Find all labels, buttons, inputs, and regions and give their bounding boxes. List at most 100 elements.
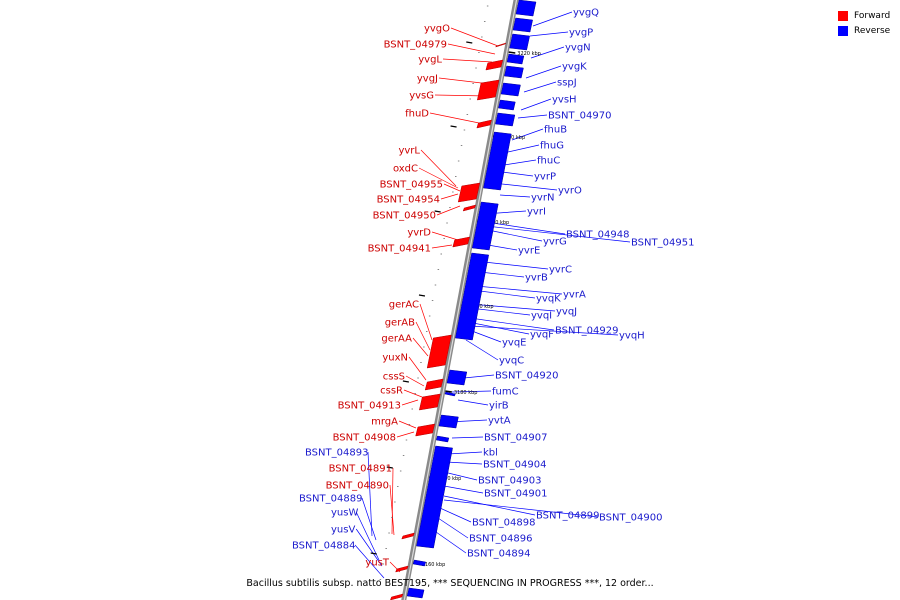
reverse-leader xyxy=(529,31,569,37)
reverse-leader xyxy=(463,374,495,379)
reverse-leader xyxy=(443,499,599,518)
reverse-leader xyxy=(475,285,563,295)
forward-leader xyxy=(412,337,429,357)
reverse-gene-label: BSNT_04884 xyxy=(292,541,355,552)
forward-gene-label: gerAB xyxy=(385,318,415,329)
forward-leader xyxy=(401,399,419,406)
reverse-leader xyxy=(483,261,549,270)
gene-features xyxy=(390,0,537,600)
forward-leader xyxy=(398,420,417,429)
forward-gene-label: fhuD xyxy=(405,109,429,120)
reverse-leader xyxy=(443,485,484,494)
reverse-gene-label: yvrO xyxy=(558,186,582,197)
reverse-gene-block xyxy=(438,414,459,429)
reverse-gene-label: yusV xyxy=(331,525,355,536)
forward-leader xyxy=(429,112,485,125)
reverse-gene-label: yvrG xyxy=(543,237,567,248)
kbp-tick-label: 3210 kbp xyxy=(502,135,526,141)
legend-reverse: Reverse xyxy=(838,23,890,38)
reverse-leader xyxy=(457,399,489,406)
reverse-gene-label: yvrP xyxy=(534,172,556,183)
kbp-minor-tick xyxy=(434,210,441,213)
reverse-leader xyxy=(469,303,556,312)
reverse-gene-label: yvtA xyxy=(488,416,511,427)
reverse-leader xyxy=(467,321,530,335)
reverse-leader xyxy=(479,271,525,278)
reverse-leader xyxy=(354,544,385,579)
forward-gene-label: yvgJ xyxy=(417,74,438,85)
forward-gene-label: yvgO xyxy=(424,24,450,35)
kbp-minor-tick xyxy=(466,41,473,44)
forward-leader xyxy=(420,149,457,187)
reverse-gene-label: BSNT_04901 xyxy=(484,489,547,500)
forward-gene-block xyxy=(476,79,500,101)
reverse-leader xyxy=(485,225,631,243)
forward-leader xyxy=(391,467,394,535)
forward-leader xyxy=(431,231,459,241)
reverse-gene-label: BSNT_04899 xyxy=(536,511,599,522)
reverse-gene-block xyxy=(506,53,525,65)
forward-leader xyxy=(450,27,499,47)
forward-gene-label: yuxN xyxy=(382,353,408,364)
reverse-gene-label: BSNT_04904 xyxy=(483,460,546,471)
forward-leader xyxy=(419,303,433,341)
forward-gene-block xyxy=(426,334,452,369)
reverse-leader xyxy=(523,81,557,93)
reverse-gene-block xyxy=(500,82,521,97)
reverse-gene-label: yvrA xyxy=(563,290,586,301)
kbp-tick xyxy=(444,390,452,393)
kbp-minor-tick xyxy=(450,125,457,128)
forward-leader xyxy=(415,321,431,351)
forward-gene-block xyxy=(424,378,444,391)
reverse-leader xyxy=(520,98,552,111)
reverse-gene-label: BSNT_04889 xyxy=(299,494,362,505)
forward-gene-block xyxy=(452,236,471,248)
forward-leader xyxy=(418,167,459,189)
reverse-gene-label: yvgQ xyxy=(573,8,599,19)
forward-gene-label: BSNT_04913 xyxy=(338,401,401,412)
reverse-gene-label: yvqK xyxy=(536,294,561,305)
reverse-gene-label: BSNT_04896 xyxy=(469,534,532,545)
reverse-leader xyxy=(499,194,531,198)
reverse-gene-label: yvqC xyxy=(499,356,524,367)
reverse-leader xyxy=(532,11,573,27)
kbp-minor-tick xyxy=(386,466,393,469)
kbp-tick-label: 3200 kbp xyxy=(486,220,510,226)
reverse-gene-label: yvrI xyxy=(527,207,546,218)
forward-gene-label: BSNT_04954 xyxy=(377,195,440,206)
reverse-gene-block xyxy=(498,99,516,111)
reverse-gene-label: yvqJ xyxy=(556,307,577,318)
reverse-gene-label: BSNT_04929 xyxy=(555,326,618,337)
forward-gene-label: BSNT_04950 xyxy=(373,211,436,222)
forward-leader xyxy=(440,193,459,200)
reverse-gene-label: BSNT_04948 xyxy=(566,230,629,241)
legend-forward: Forward xyxy=(838,8,890,23)
kbp-tick xyxy=(508,51,516,54)
reverse-gene-block xyxy=(406,587,425,599)
kbp-tick-label: 3160 kbp xyxy=(422,562,446,568)
reverse-gene-label: yvsH xyxy=(552,95,577,106)
reverse-leader xyxy=(355,528,383,567)
legend: Forward Reverse xyxy=(838,8,890,38)
reverse-swatch xyxy=(838,25,848,36)
reverse-leader xyxy=(501,171,534,177)
reverse-gene-label: yvqI xyxy=(531,311,552,322)
reverse-leader xyxy=(487,229,543,242)
forward-leader xyxy=(436,205,461,216)
forward-gene-label: BSNT_04908 xyxy=(333,433,396,444)
reverse-leader xyxy=(501,183,558,191)
map-caption: Bacillus subtilis subsp. natto BEST195, … xyxy=(246,578,654,589)
forward-gene-block xyxy=(395,565,409,573)
reverse-gene-label: yvqH xyxy=(619,331,645,342)
reverse-leader xyxy=(503,159,537,166)
forward-gene-label: BSNT_04891 xyxy=(329,464,392,475)
forward-gene-block xyxy=(415,423,436,437)
reverse-leader xyxy=(437,517,469,539)
forward-gene-label: cssR xyxy=(380,386,403,397)
forward-gene-block xyxy=(476,119,492,129)
reverse-gene-label: BSNT_04893 xyxy=(305,448,368,459)
reverse-leader xyxy=(469,317,555,331)
kbp-minor-tick xyxy=(402,380,409,383)
forward-gene-label: BSNT_04979 xyxy=(384,40,447,51)
